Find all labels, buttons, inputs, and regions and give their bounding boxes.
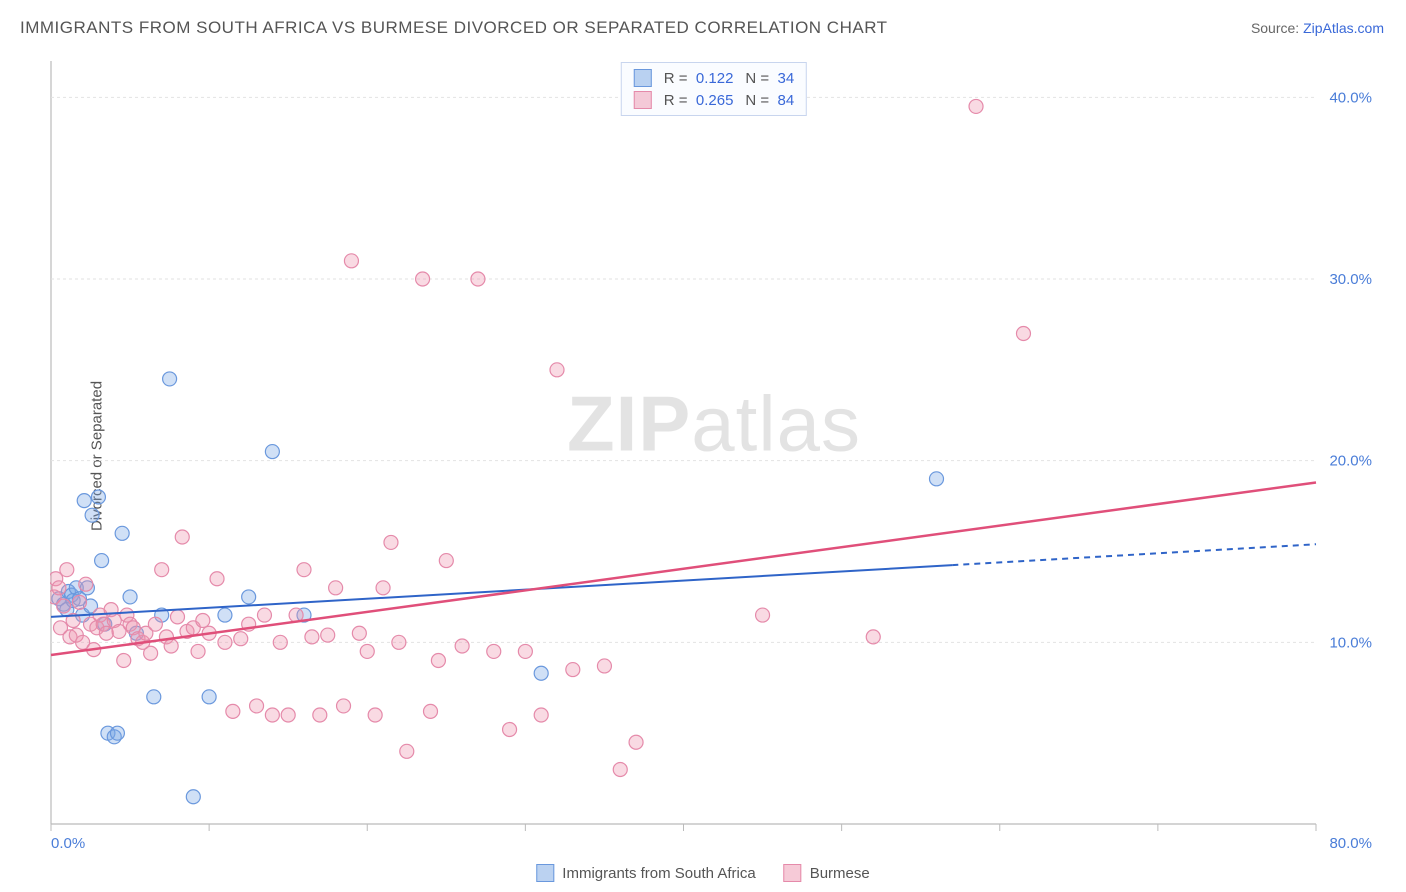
series-legend: Immigrants from South Africa Burmese bbox=[536, 864, 869, 882]
svg-text:30.0%: 30.0% bbox=[1329, 271, 1372, 288]
r-value: 0.122 bbox=[696, 70, 734, 87]
svg-text:0.0%: 0.0% bbox=[51, 835, 85, 852]
source-label: Source: bbox=[1251, 20, 1299, 36]
n-value: 34 bbox=[778, 70, 795, 87]
chart-area: Divorced or Separated 10.0%20.0%30.0%40.… bbox=[50, 60, 1378, 852]
legend-swatch-pink bbox=[784, 864, 802, 882]
chart-title: IMMIGRANTS FROM SOUTH AFRICA VS BURMESE … bbox=[20, 18, 888, 38]
legend-swatch-blue bbox=[634, 69, 652, 87]
n-value: 84 bbox=[778, 92, 795, 109]
svg-text:20.0%: 20.0% bbox=[1329, 453, 1372, 470]
svg-text:10.0%: 10.0% bbox=[1329, 634, 1372, 651]
source-link[interactable]: ZipAtlas.com bbox=[1303, 20, 1384, 36]
source-citation: Source: ZipAtlas.com bbox=[1251, 20, 1384, 36]
r-value: 0.265 bbox=[696, 92, 734, 109]
svg-text:80.0%: 80.0% bbox=[1329, 835, 1372, 852]
legend-swatch-blue bbox=[536, 864, 554, 882]
svg-text:40.0%: 40.0% bbox=[1329, 89, 1372, 106]
n-label: N = bbox=[745, 92, 769, 109]
r-label: R = bbox=[664, 70, 688, 87]
legend-swatch-pink bbox=[634, 91, 652, 109]
r-label: R = bbox=[664, 92, 688, 109]
legend-item: Burmese bbox=[784, 864, 870, 882]
n-label: N = bbox=[745, 70, 769, 87]
legend-row: R = 0.265 N = 84 bbox=[634, 89, 794, 111]
legend-label: Immigrants from South Africa bbox=[562, 865, 755, 882]
legend-item: Immigrants from South Africa bbox=[536, 864, 755, 882]
scatter-plot: 10.0% 20.0% 30.0% 40.0% 0.0% 80.0% bbox=[50, 60, 1378, 852]
legend-row: R = 0.122 N = 34 bbox=[634, 67, 794, 89]
legend-label: Burmese bbox=[810, 865, 870, 882]
correlation-legend: R = 0.122 N = 34 R = 0.265 N = 84 bbox=[621, 62, 807, 116]
